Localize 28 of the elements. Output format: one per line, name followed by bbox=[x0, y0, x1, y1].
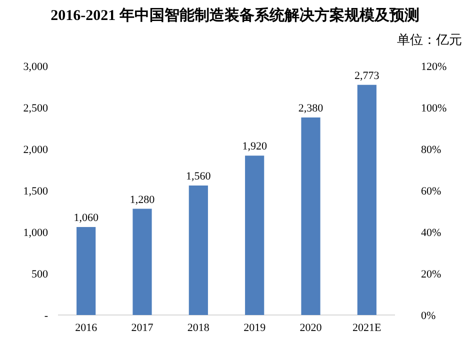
y2tick: 60% bbox=[421, 186, 442, 198]
y2tick: 20% bbox=[421, 268, 442, 280]
ytick: - bbox=[44, 310, 48, 322]
y2tick: 0% bbox=[421, 310, 436, 322]
y2tick: 40% bbox=[421, 227, 442, 239]
xtick: 2017 bbox=[131, 322, 154, 334]
annotation: 单位：亿元 bbox=[397, 32, 462, 47]
xtick: 2019 bbox=[244, 322, 266, 334]
ytick: 3,000 bbox=[23, 61, 48, 73]
title: 2016-2021 年中国智能制造装备系统解决方案规模及预测 bbox=[50, 8, 420, 24]
data-label: 1,560 bbox=[186, 170, 211, 183]
y2tick: 80% bbox=[421, 144, 442, 156]
data-label: 1,920 bbox=[242, 140, 267, 153]
ytick: 2,000 bbox=[23, 144, 48, 156]
xtick: 2016 bbox=[75, 322, 98, 334]
ytick: 2,500 bbox=[23, 102, 48, 114]
xtick: 2018 bbox=[187, 322, 210, 334]
ytick: 500 bbox=[32, 268, 48, 280]
y2tick: 120% bbox=[421, 61, 447, 73]
y2tick: 100% bbox=[421, 102, 447, 114]
data-label: 1,060 bbox=[74, 212, 98, 224]
ytick: 1,500 bbox=[23, 186, 48, 198]
data-label: 1,280 bbox=[130, 194, 155, 206]
xtick: 2021E bbox=[352, 322, 382, 334]
data-label: 2,773 bbox=[354, 70, 380, 82]
data-label: 2,380 bbox=[298, 102, 324, 114]
ytick: 1,000 bbox=[23, 227, 48, 239]
xtick: 2020 bbox=[300, 322, 322, 334]
